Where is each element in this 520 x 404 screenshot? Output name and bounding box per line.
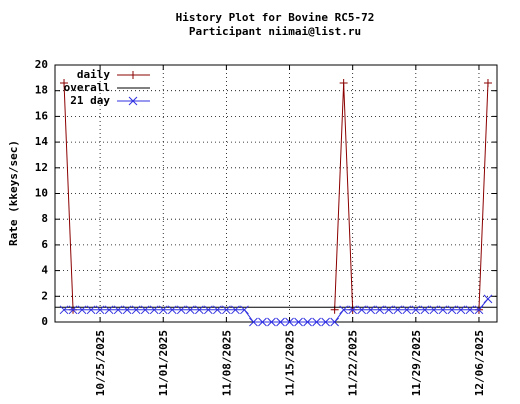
x-tick-label: 10/25/2025 xyxy=(94,330,107,396)
point xyxy=(483,78,492,87)
point xyxy=(303,317,312,327)
point xyxy=(456,305,466,315)
point xyxy=(222,305,231,315)
point xyxy=(185,305,195,315)
y-tick-label: 6 xyxy=(41,238,48,251)
point xyxy=(158,305,168,315)
point xyxy=(231,305,240,315)
point xyxy=(429,305,439,315)
point xyxy=(68,305,78,315)
series-line xyxy=(64,298,489,323)
point xyxy=(447,305,457,315)
point xyxy=(321,317,330,327)
point xyxy=(240,305,249,315)
point xyxy=(393,305,403,315)
point xyxy=(294,317,303,327)
point xyxy=(438,305,448,315)
legend-label: overall xyxy=(64,81,110,94)
point xyxy=(474,305,484,315)
point xyxy=(167,305,177,315)
point xyxy=(384,305,394,315)
legend-label: daily xyxy=(77,68,110,81)
legend-marker xyxy=(128,96,138,106)
point xyxy=(375,305,385,315)
legend-marker xyxy=(129,71,137,79)
point xyxy=(330,317,339,327)
x-tick-label: 11/15/2025 xyxy=(284,330,297,396)
point xyxy=(60,78,69,87)
y-tick-label: 20 xyxy=(35,58,48,71)
x-tick-label: 11/08/2025 xyxy=(220,330,233,396)
y-tick-label: 16 xyxy=(35,109,49,122)
point xyxy=(285,317,294,327)
chart-title: History Plot for Bovine RC5-72 xyxy=(176,11,375,24)
point xyxy=(465,305,475,315)
y-tick-label: 14 xyxy=(35,135,49,148)
point xyxy=(86,305,96,315)
y-tick-label: 2 xyxy=(41,289,48,302)
point xyxy=(348,305,358,315)
point xyxy=(59,305,69,315)
y-tick-label: 18 xyxy=(35,84,48,97)
point xyxy=(420,305,430,315)
point xyxy=(267,317,276,327)
point xyxy=(276,317,285,327)
point xyxy=(213,305,222,315)
point xyxy=(140,305,150,315)
point xyxy=(339,78,348,87)
point xyxy=(95,305,105,315)
point xyxy=(402,305,412,315)
y-tick-label: 0 xyxy=(41,315,48,328)
point xyxy=(366,305,376,315)
point xyxy=(77,305,87,315)
point xyxy=(339,305,349,315)
y-tick-label: 8 xyxy=(41,212,48,225)
point xyxy=(194,305,204,315)
x-tick-label: 12/06/2025 xyxy=(473,330,486,396)
point xyxy=(483,294,493,304)
x-tick-label: 11/22/2025 xyxy=(347,330,360,396)
point xyxy=(113,305,123,315)
point xyxy=(203,305,213,315)
point xyxy=(312,317,321,327)
chart-subtitle: Participant niimai@list.ru xyxy=(189,25,361,38)
y-tick-label: 10 xyxy=(35,187,48,200)
point xyxy=(149,305,159,315)
point xyxy=(176,305,186,315)
legend-label: 21 day xyxy=(70,94,110,107)
y-axis-label: Rate (kkeys/sec) xyxy=(7,140,20,246)
point xyxy=(249,317,258,327)
point xyxy=(122,305,132,315)
point xyxy=(131,305,141,315)
point xyxy=(104,305,114,315)
point xyxy=(411,305,421,315)
y-tick-label: 12 xyxy=(35,161,48,174)
point xyxy=(357,305,367,315)
x-tick-label: 11/29/2025 xyxy=(410,330,423,396)
y-tick-label: 4 xyxy=(41,264,48,277)
x-tick-label: 11/01/2025 xyxy=(157,330,170,396)
point xyxy=(258,317,267,327)
